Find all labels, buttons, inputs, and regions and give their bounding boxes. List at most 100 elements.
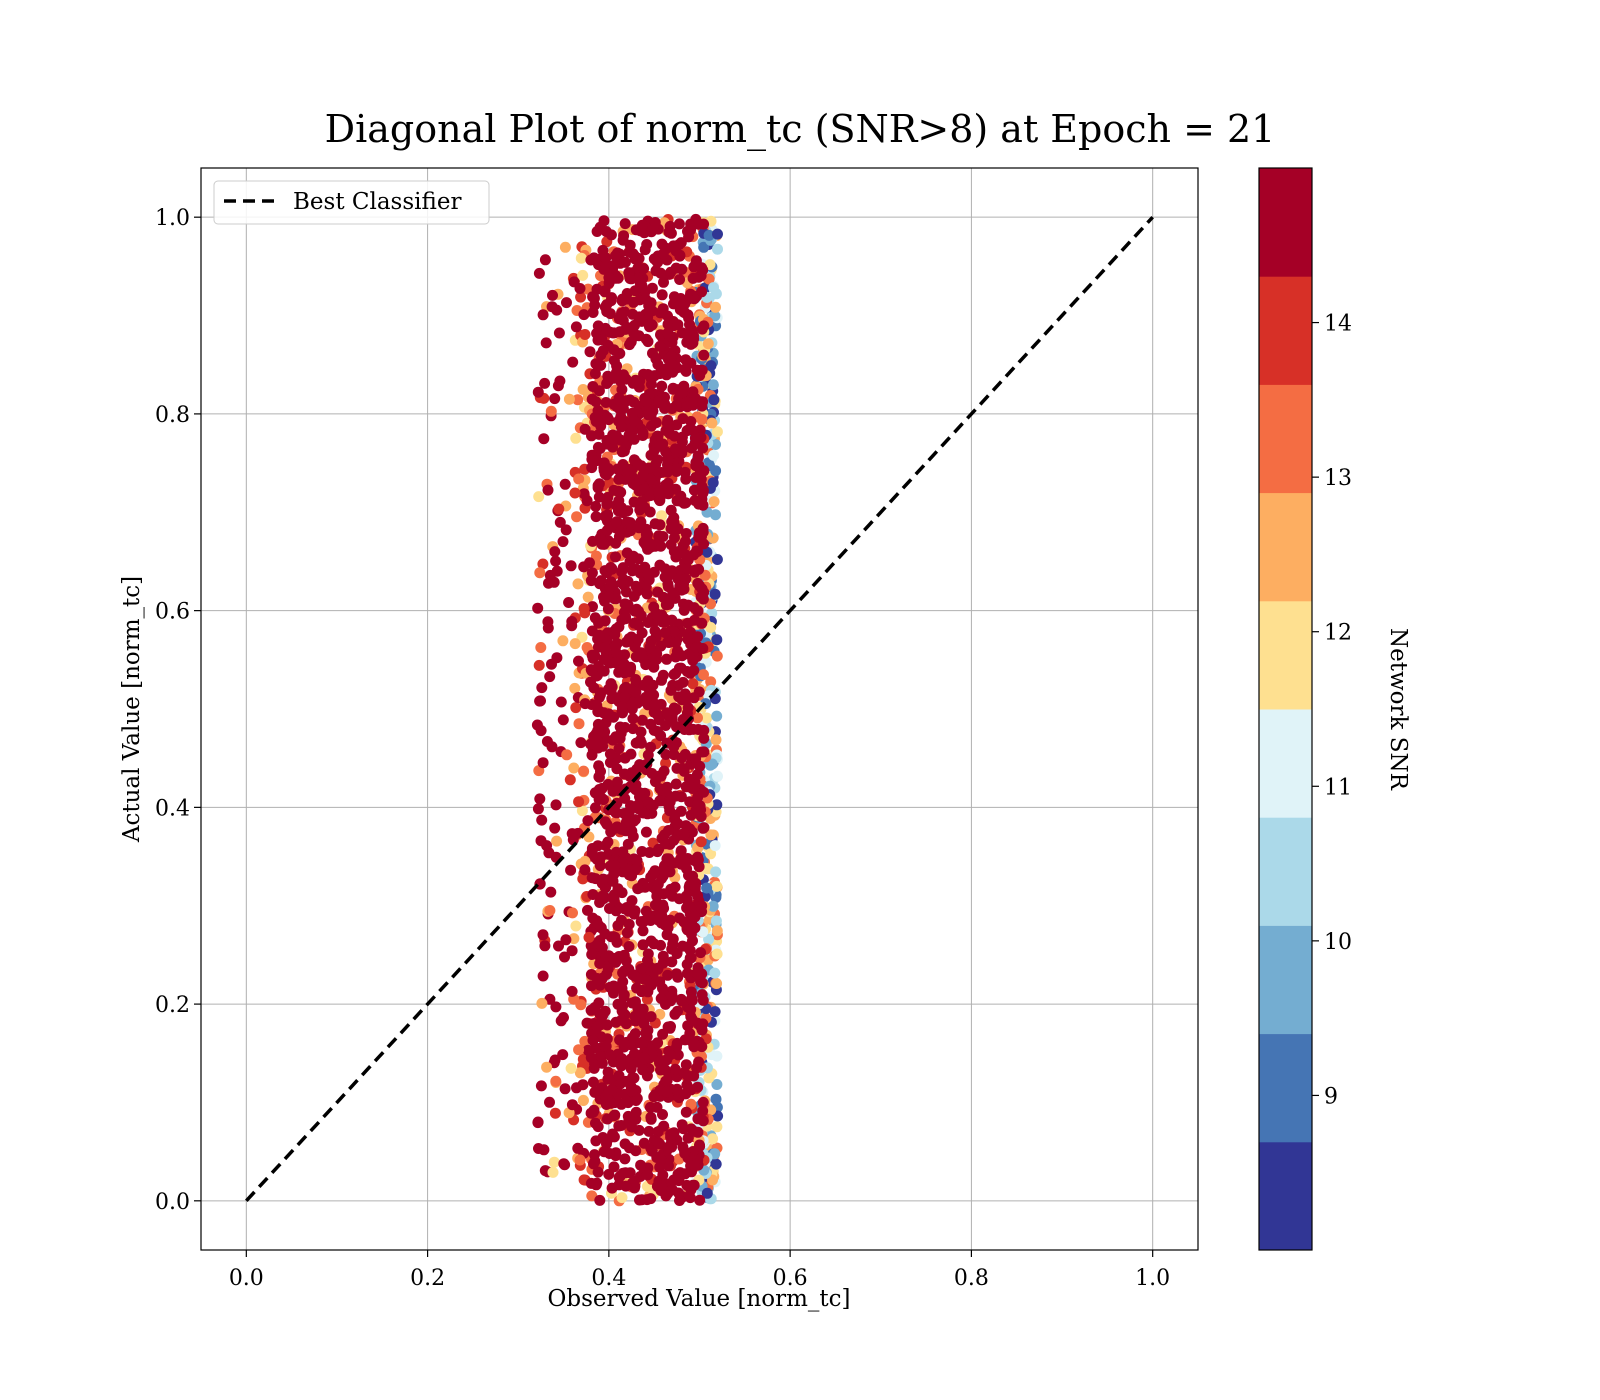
scatter-point <box>579 698 591 710</box>
scatter-point <box>613 1070 625 1082</box>
scatter-point <box>571 511 583 523</box>
scatter-point <box>665 266 677 278</box>
scatter-point <box>615 1014 627 1026</box>
scatter-point <box>550 1001 562 1013</box>
scatter-point <box>642 617 654 628</box>
scatter-point <box>590 550 602 562</box>
scatter-point <box>570 702 582 714</box>
scatter-point <box>706 758 718 770</box>
colorbar-tick-label: 9 <box>1324 1084 1338 1109</box>
scatter-point <box>615 421 627 433</box>
scatter-point <box>570 920 582 932</box>
scatter-point <box>589 368 601 380</box>
scatter-point <box>708 282 719 294</box>
scatter-point <box>648 938 660 950</box>
scatter-point <box>579 423 591 435</box>
scatter-point <box>611 776 623 788</box>
scatter-point <box>608 372 620 384</box>
scatter-point <box>586 462 598 474</box>
scatter-point <box>628 1175 640 1187</box>
scatter-point <box>670 551 682 563</box>
scatter-point <box>671 968 682 980</box>
scatter-point <box>686 783 698 794</box>
scatter-point <box>705 829 717 841</box>
scatter-point <box>550 1075 562 1087</box>
scatter-point <box>667 382 679 394</box>
scatter-point <box>628 969 640 981</box>
scatter-point <box>611 648 623 660</box>
scatter-point <box>667 587 679 599</box>
scatter-point <box>568 762 580 774</box>
scatter-point <box>619 218 631 230</box>
scatter-point <box>609 860 621 872</box>
scatter-point <box>593 478 605 490</box>
legend-box <box>213 180 490 225</box>
scatter-point <box>630 1106 642 1118</box>
scatter-point <box>688 602 700 614</box>
scatter-point <box>605 1097 617 1109</box>
scatter-point <box>639 501 651 513</box>
scatter-point <box>641 588 653 600</box>
scatter-point <box>566 620 578 632</box>
scatter-point <box>642 1169 654 1181</box>
scatter-point <box>625 1063 637 1075</box>
scatter-point <box>629 695 641 707</box>
scatter-point <box>651 708 663 720</box>
scatter-point <box>711 1121 723 1133</box>
scatter-point <box>661 707 673 719</box>
scatter-point <box>620 636 632 648</box>
scatter-point <box>608 1110 620 1122</box>
scatter-point <box>604 903 615 914</box>
scatter-point <box>635 1159 647 1171</box>
scatter-point <box>698 241 710 253</box>
scatter-point <box>557 635 569 647</box>
scatter-point <box>602 412 614 423</box>
scatter-point <box>595 1051 607 1062</box>
scatter-point <box>603 1168 615 1180</box>
colorbar <box>1259 168 1312 1251</box>
scatter-point <box>593 771 605 783</box>
scatter-point <box>616 983 628 994</box>
scatter-point <box>674 249 686 261</box>
scatter-point <box>694 1140 706 1152</box>
scatter-point <box>573 655 584 667</box>
scatter-point <box>583 931 595 943</box>
scatter-point <box>628 590 640 602</box>
scatter-point <box>565 864 577 876</box>
colorbar-segment <box>1259 817 1312 926</box>
scatter-point <box>609 250 621 262</box>
scatter-point <box>631 854 643 866</box>
y-tick-label: 0.8 <box>155 403 190 428</box>
scatter-point <box>638 915 650 927</box>
x-tick-label: 0.4 <box>591 1266 626 1291</box>
scatter-point <box>608 893 620 905</box>
scatter-point <box>689 911 701 923</box>
scatter-point <box>687 1014 698 1026</box>
scatter-point <box>662 636 674 648</box>
scatter-point <box>602 603 614 615</box>
scatter-point <box>696 900 708 912</box>
scatter-point <box>619 768 631 780</box>
scatter-point <box>662 1021 674 1033</box>
scatter-point <box>610 657 622 669</box>
colorbar-segment <box>1259 384 1312 494</box>
scatter-point <box>549 393 561 405</box>
scatter-point <box>589 1002 601 1013</box>
scatter-point <box>618 1038 630 1049</box>
scatter-point <box>653 487 664 499</box>
scatter-point <box>662 1142 674 1154</box>
scatter-point <box>564 774 576 786</box>
scatter-point <box>682 225 693 237</box>
scatter-point <box>690 255 702 267</box>
scatter-point <box>689 881 701 893</box>
scatter-point <box>652 1137 664 1149</box>
scatter-point <box>532 803 544 815</box>
scatter-point <box>683 327 695 339</box>
scatter-point <box>642 568 654 580</box>
scatter-point <box>711 710 723 722</box>
scatter-point <box>661 417 673 429</box>
scatter-point <box>708 449 720 461</box>
scatter-point <box>695 473 707 485</box>
scatter-point <box>628 396 640 408</box>
scatter-point <box>610 731 622 743</box>
